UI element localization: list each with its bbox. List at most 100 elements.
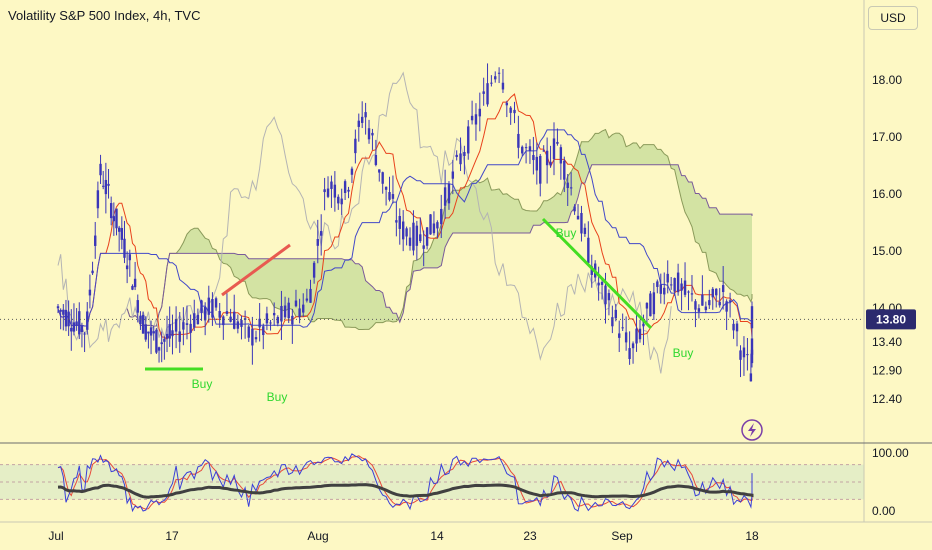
oscillator-pane: [0, 453, 864, 513]
candle-body: [218, 310, 221, 318]
candle-body: [725, 301, 728, 312]
ichimoku-cloud: [126, 128, 753, 330]
y-tick-label: 18.00: [872, 73, 902, 87]
candle-body: [144, 324, 147, 340]
candle-body: [669, 284, 673, 286]
buy-label: Buy: [556, 226, 577, 240]
candle-body: [673, 278, 676, 292]
candle-body: [470, 115, 474, 121]
candle-body: [222, 316, 225, 326]
currency-button[interactable]: USD: [868, 6, 918, 30]
candle-body: [735, 323, 739, 332]
candle-body: [746, 354, 749, 356]
candle-body: [494, 76, 497, 80]
alert-icon: [741, 419, 763, 441]
candle-body: [621, 327, 624, 329]
candle-body: [133, 278, 137, 288]
candle-body: [732, 323, 735, 331]
candle-body: [524, 147, 528, 149]
candle-body: [211, 299, 214, 318]
y-tick-label: 15.00: [872, 244, 902, 258]
candle-body: [486, 83, 489, 105]
candle-body: [718, 301, 721, 306]
candle-body: [556, 141, 559, 144]
candle-body: [302, 304, 305, 313]
candle-body: [193, 313, 196, 328]
candle-body: [367, 128, 371, 140]
candle-body: [649, 293, 652, 317]
x-tick-label: Aug: [307, 529, 328, 543]
candle-body: [408, 237, 412, 246]
candle-body: [364, 112, 367, 118]
candle-body: [490, 82, 493, 84]
x-tick-label: Sep: [611, 529, 633, 543]
candle-body: [505, 102, 509, 106]
candle-body: [91, 270, 94, 274]
candle-body: [152, 331, 155, 334]
candle-body: [600, 281, 604, 285]
candle-body: [535, 156, 539, 171]
candle-body: [728, 300, 732, 302]
candle-body: [251, 328, 254, 346]
candle-body: [182, 322, 185, 330]
candle-body: [75, 321, 78, 326]
candle-body: [225, 311, 229, 314]
candle-body: [207, 297, 210, 315]
candle-body: [147, 331, 150, 334]
candle-body: [388, 192, 391, 200]
candle-body: [559, 147, 563, 164]
candle-body: [309, 288, 312, 303]
candle-body: [94, 235, 97, 246]
candle-body: [666, 273, 669, 283]
candle-body: [694, 301, 697, 310]
candle-body: [243, 318, 247, 320]
candle-body: [59, 309, 62, 312]
candle-body: [614, 309, 617, 319]
candle-body: [258, 318, 261, 328]
candle-body: [455, 154, 458, 158]
candle-body: [378, 169, 381, 173]
candle-body: [569, 187, 573, 189]
x-tick-label: 23: [523, 529, 537, 543]
candle-body: [340, 198, 343, 205]
y-tick-label: 12.40: [872, 392, 902, 406]
candle-body: [305, 298, 309, 301]
candle-body: [280, 305, 283, 322]
candle-body: [64, 309, 68, 327]
base-line: [57, 129, 753, 328]
candle-body: [333, 184, 337, 198]
candle-body: [580, 213, 583, 234]
candle-body: [708, 300, 711, 306]
y-tick-label: 17.00: [872, 130, 902, 144]
candle-body: [330, 181, 333, 189]
candle-body: [337, 196, 340, 204]
candle-body: [165, 333, 169, 339]
candle-body: [357, 120, 360, 127]
candle-body: [697, 308, 701, 312]
lagging-span: [57, 71, 672, 374]
buy-label: Buy: [267, 390, 288, 404]
candle-body: [425, 227, 429, 246]
candle-body: [276, 316, 280, 324]
candle-body: [549, 161, 552, 166]
candle-body: [631, 343, 635, 349]
candle-body: [528, 146, 532, 151]
candle-body: [262, 326, 265, 336]
candle-body: [371, 132, 374, 136]
candle-body: [185, 323, 189, 325]
candle-body: [323, 189, 326, 193]
candle-body: [447, 183, 451, 204]
buy-label: Buy: [192, 377, 213, 391]
candle-body: [459, 153, 462, 165]
x-tick-label: Jul: [48, 529, 63, 543]
candle-body: [576, 215, 580, 220]
candle-body: [109, 203, 113, 219]
candle-body: [721, 285, 725, 293]
candle-body: [254, 337, 258, 340]
candle-body: [120, 228, 124, 240]
buy-line: [541, 217, 653, 330]
candle-body: [62, 309, 65, 315]
candle-body: [545, 150, 549, 166]
candle-body: [401, 221, 405, 240]
candle-body: [422, 245, 425, 249]
